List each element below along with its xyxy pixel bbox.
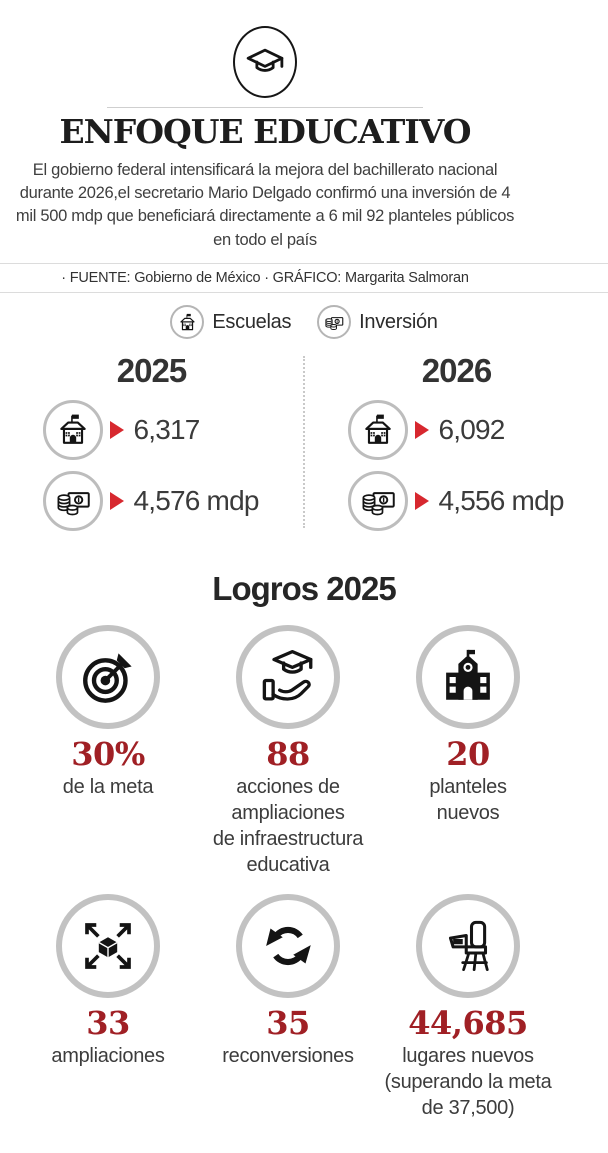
achievement-badge xyxy=(416,625,520,730)
schools-2026-row: 6,092 xyxy=(347,394,566,465)
expand-cube-icon xyxy=(80,918,136,974)
refresh-arrows-icon xyxy=(260,918,316,974)
investment-2026-row: 4,556 mdp xyxy=(347,465,566,536)
school-desk-icon xyxy=(440,918,496,974)
achievement-value: 88 xyxy=(266,735,310,774)
money-badge xyxy=(347,470,408,531)
achievement-value: 20 xyxy=(446,735,490,774)
schools-2025-value: 6,317 xyxy=(133,413,201,445)
intro-paragraph: El gobierno federal intensificará la mej… xyxy=(15,160,515,249)
achievement-value: 33 xyxy=(86,1003,130,1042)
source-bar: · FUENTE: Gobierno de México · GRÁFICO: … xyxy=(0,263,608,294)
arrow-right-icon xyxy=(414,491,429,510)
page-title: ENFOQUE EDUCATIVO xyxy=(59,112,471,151)
school-icon xyxy=(361,413,395,447)
money-badge xyxy=(42,470,103,531)
achievement-reconversiones: 35 reconversiones xyxy=(198,893,378,1121)
school-badge xyxy=(347,399,408,460)
investment-2025-value: 4,576 mdp xyxy=(133,484,260,516)
money-icon xyxy=(360,483,396,519)
schools-2026-value: 6,092 xyxy=(438,413,506,445)
achievement-label: reconversiones xyxy=(222,1044,354,1067)
year-2026-heading: 2026 xyxy=(421,352,492,390)
legend-item-escuelas: Escuelas xyxy=(170,305,292,340)
achievement-label: ampliaciones xyxy=(51,1044,165,1067)
graduation-cap-hand-icon xyxy=(260,649,316,705)
column-2026: 2026 6,092 4,556 mdp xyxy=(305,352,608,536)
legend-label-inversion: Inversión xyxy=(359,310,438,333)
achievement-label: lugares nuevos (superando la meta de 37,… xyxy=(384,1044,552,1119)
school-icon xyxy=(56,413,90,447)
achievement-ampliaciones: 33 ampliaciones xyxy=(18,893,198,1121)
school-badge xyxy=(42,399,103,460)
achievement-meta: 30% de la meta xyxy=(18,625,198,878)
achievement-acciones: 88 acciones de ampliaciones de infraestr… xyxy=(198,625,378,878)
achievement-badge xyxy=(236,625,340,730)
legend: Escuelas Inversión xyxy=(0,305,608,340)
achievement-value: 35 xyxy=(266,1003,310,1042)
money-icon xyxy=(55,483,91,519)
logo-badge xyxy=(233,26,297,98)
investment-2026-value: 4,556 mdp xyxy=(438,484,565,516)
legend-item-inversion: Inversión xyxy=(317,305,438,340)
target-icon xyxy=(80,649,136,705)
achievement-badge xyxy=(416,893,520,998)
school-building-icon xyxy=(440,649,496,705)
achievement-badge xyxy=(56,625,160,730)
achievement-label: planteles nuevos xyxy=(429,775,507,824)
money-icon xyxy=(324,312,344,332)
achievements-title: Logros 2025 xyxy=(212,570,396,608)
achievement-badge xyxy=(56,893,160,998)
arrow-right-icon xyxy=(414,420,429,439)
achievement-lugares: 44,685 lugares nuevos (superando la meta… xyxy=(378,893,558,1121)
legend-money-badge xyxy=(317,305,352,340)
arrow-right-icon xyxy=(109,420,124,439)
achievement-label: acciones de ampliaciones de infraestruct… xyxy=(212,775,364,876)
achievement-value: 44,685 xyxy=(408,1003,528,1042)
column-2025: 2025 6,317 4,576 mdp xyxy=(0,352,303,536)
legend-label-escuelas: Escuelas xyxy=(212,310,292,333)
header: ENFOQUE EDUCATIVO El gobierno federal in… xyxy=(0,0,530,252)
year-comparison: 2025 6,317 4,576 mdp 2026 xyxy=(0,352,608,536)
achievement-label: de la meta xyxy=(62,775,154,798)
investment-2025-row: 4,576 mdp xyxy=(42,465,261,536)
title-divider xyxy=(107,107,423,108)
achievement-value: 30% xyxy=(71,735,145,774)
source-credit: · FUENTE: Gobierno de México · GRÁFICO: … xyxy=(61,270,469,287)
achievement-planteles: 20 planteles nuevos xyxy=(378,625,558,878)
achievement-badge xyxy=(236,893,340,998)
graduation-cap-icon xyxy=(245,47,285,77)
schools-2025-row: 6,317 xyxy=(42,394,261,465)
arrow-right-icon xyxy=(109,491,124,510)
dotted-divider xyxy=(303,356,305,529)
legend-school-badge xyxy=(170,305,205,340)
year-2025-heading: 2025 xyxy=(116,352,187,390)
school-icon xyxy=(178,313,197,332)
achievements-grid: 30% de la meta 88 acciones de ampliacion… xyxy=(18,625,558,1136)
